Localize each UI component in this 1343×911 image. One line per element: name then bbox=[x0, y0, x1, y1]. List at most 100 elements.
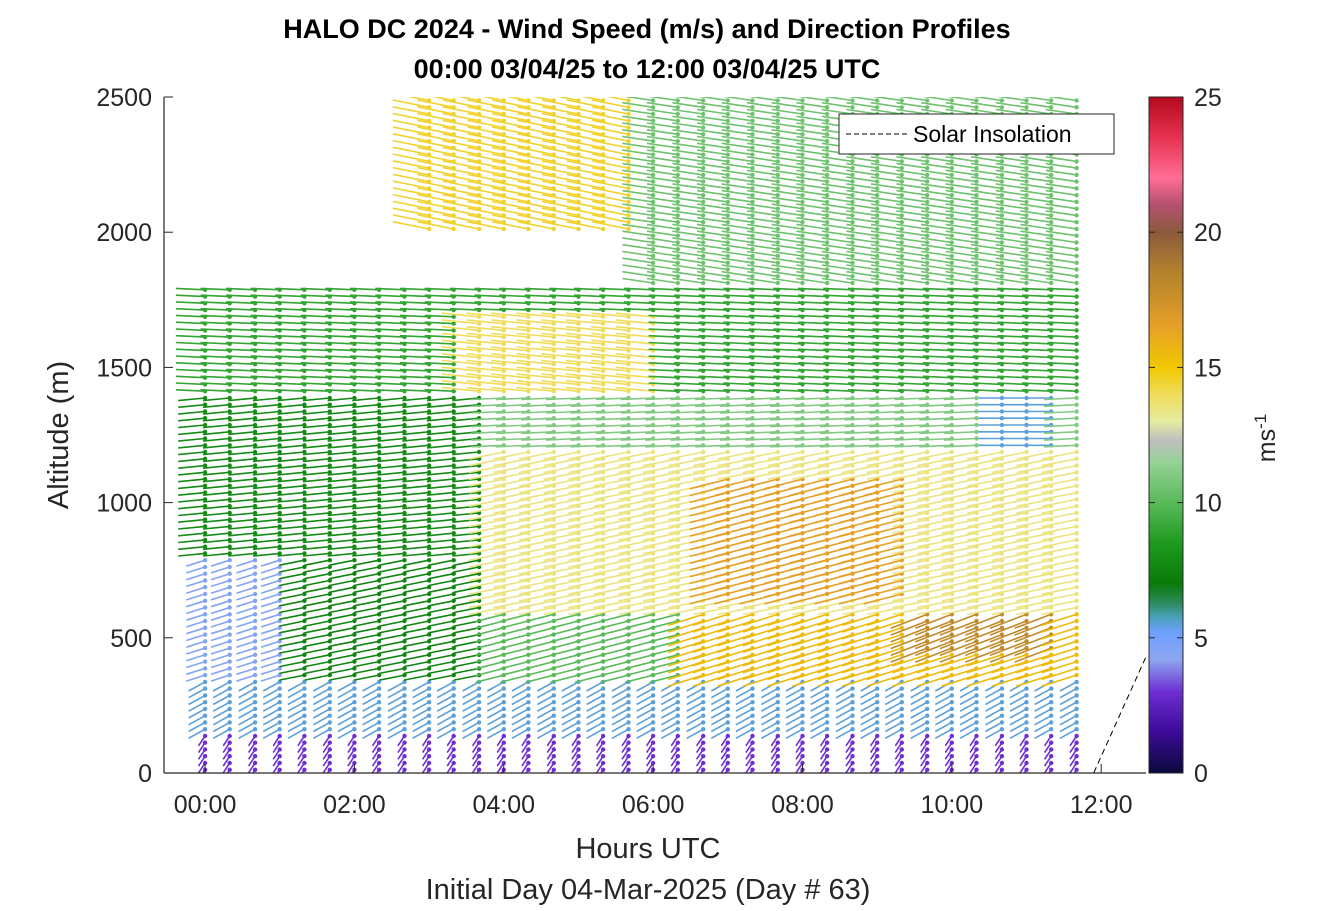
wind-vector-head bbox=[725, 253, 730, 259]
wind-vector-head bbox=[277, 652, 282, 657]
wind-vector-head bbox=[775, 267, 780, 272]
wind-vector bbox=[302, 525, 330, 530]
wind-vector-head bbox=[402, 416, 407, 421]
wind-vector bbox=[452, 403, 480, 409]
wind-vector-head bbox=[800, 700, 805, 705]
wind-vector bbox=[550, 667, 579, 677]
wind-vector bbox=[545, 437, 579, 441]
wind-vector-head bbox=[451, 645, 456, 651]
wind-vector-head bbox=[451, 733, 456, 739]
wind-vector bbox=[175, 294, 206, 298]
wind-vector-head bbox=[775, 247, 780, 252]
wind-vector bbox=[495, 410, 529, 414]
wind-vector bbox=[581, 97, 604, 102]
wind-vector bbox=[252, 458, 280, 463]
wind-vector-head bbox=[252, 754, 258, 759]
wind-vector bbox=[260, 593, 280, 601]
wind-vector bbox=[210, 627, 230, 635]
wind-vector bbox=[428, 559, 454, 566]
wind-vector bbox=[403, 559, 430, 566]
wind-vector bbox=[175, 328, 206, 332]
wind-vector bbox=[252, 437, 280, 442]
wind-vector-head bbox=[352, 571, 357, 576]
wind-vector bbox=[475, 640, 504, 650]
wind-vector bbox=[424, 348, 454, 352]
wind-vector bbox=[202, 431, 230, 436]
wind-vector bbox=[202, 545, 230, 551]
wind-vector bbox=[349, 321, 380, 325]
wind-vector-head bbox=[327, 470, 332, 475]
wind-vector bbox=[452, 444, 480, 449]
wind-vector bbox=[499, 307, 529, 311]
wind-vector bbox=[593, 579, 629, 589]
wind-vector bbox=[417, 214, 454, 223]
wind-vector bbox=[403, 579, 430, 587]
wind-vector-head bbox=[202, 672, 208, 678]
wind-vector bbox=[387, 701, 405, 712]
wind-vector-head bbox=[600, 720, 606, 725]
wind-vector bbox=[402, 545, 430, 551]
wind-vector bbox=[565, 332, 604, 338]
wind-vector bbox=[442, 214, 480, 223]
wind-vector-head bbox=[252, 693, 258, 698]
wind-vector bbox=[453, 674, 480, 681]
wind-vector-head bbox=[402, 497, 407, 502]
wind-vector-head bbox=[501, 328, 506, 333]
wind-vector bbox=[541, 380, 579, 386]
wind-vector bbox=[275, 341, 305, 345]
wind-vector-head bbox=[302, 747, 307, 752]
wind-vector-head bbox=[725, 125, 730, 130]
wind-vector bbox=[202, 397, 230, 402]
wind-vector-head bbox=[227, 578, 232, 583]
wind-vector-head bbox=[426, 733, 432, 739]
wind-vector-head bbox=[476, 226, 482, 232]
wind-vector bbox=[541, 119, 579, 129]
wind-vector bbox=[471, 403, 504, 408]
wind-vector-head bbox=[576, 740, 581, 745]
wind-vector bbox=[277, 403, 305, 409]
wind-vector-head bbox=[327, 605, 332, 610]
wind-vector-head bbox=[451, 409, 456, 414]
wind-vector bbox=[202, 464, 230, 469]
wind-vector bbox=[304, 640, 330, 648]
wind-vector bbox=[362, 721, 380, 733]
wind-vector-head bbox=[800, 98, 805, 103]
wind-vector bbox=[468, 559, 504, 568]
wind-vector bbox=[302, 464, 330, 469]
wind-vector-head bbox=[202, 571, 208, 576]
wind-vector bbox=[568, 458, 604, 467]
wind-vector bbox=[536, 721, 555, 733]
wind-vector bbox=[452, 545, 480, 551]
wind-vector-head bbox=[302, 422, 307, 428]
wind-vector bbox=[428, 593, 454, 600]
wind-vector-head bbox=[576, 328, 581, 333]
wind-vector bbox=[377, 431, 405, 436]
wind-vector bbox=[570, 410, 604, 414]
wind-vector-head bbox=[675, 145, 680, 150]
wind-vector bbox=[536, 694, 555, 706]
wind-vector bbox=[521, 444, 554, 448]
wind-vector bbox=[302, 491, 330, 496]
wind-vector bbox=[541, 325, 579, 332]
wind-vector bbox=[228, 525, 256, 530]
wind-vector bbox=[550, 633, 579, 643]
wind-vector-head bbox=[576, 362, 581, 367]
wind-vector bbox=[426, 464, 454, 469]
wind-vector bbox=[467, 180, 504, 190]
wind-vector-head bbox=[675, 159, 680, 164]
wind-vector-head bbox=[277, 551, 282, 556]
wind-vector bbox=[561, 681, 579, 692]
wind-vector bbox=[186, 633, 206, 642]
wind-vector-head bbox=[650, 240, 656, 245]
wind-vector bbox=[491, 319, 529, 325]
wind-vector-head bbox=[302, 564, 307, 570]
wind-vector-head bbox=[701, 132, 706, 137]
wind-vector bbox=[325, 348, 355, 352]
wind-vector bbox=[262, 687, 281, 699]
wind-vector-head bbox=[376, 476, 382, 482]
wind-vector-head bbox=[202, 524, 208, 529]
wind-vector-head bbox=[302, 706, 307, 712]
wind-vector bbox=[302, 532, 330, 537]
wind-vector-head bbox=[426, 713, 432, 718]
